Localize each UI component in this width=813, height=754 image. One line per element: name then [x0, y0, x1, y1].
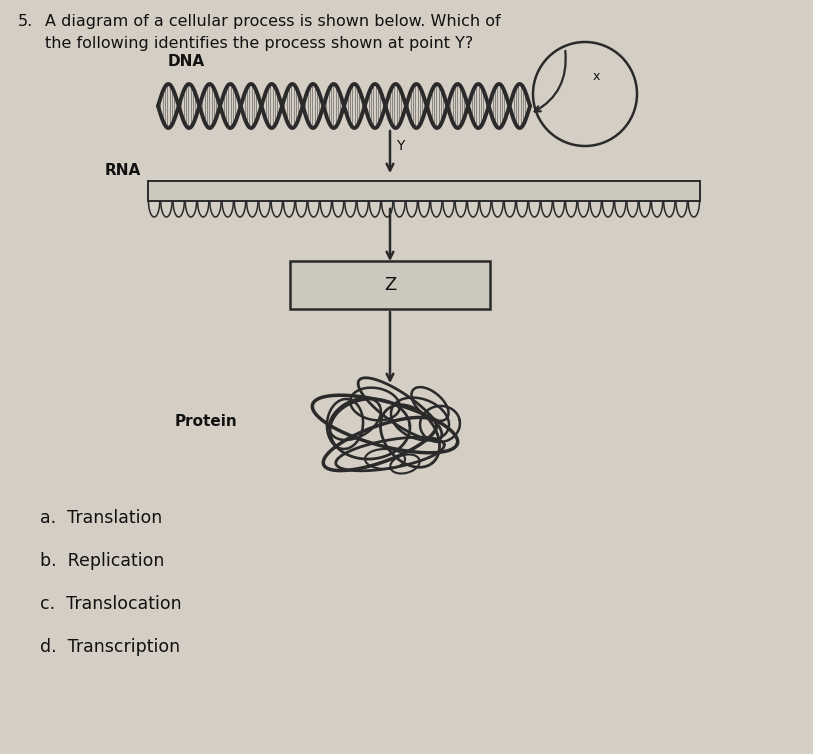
Text: Protein: Protein: [175, 415, 237, 430]
Bar: [148, 181, 700, 201]
Text: b.  Replication: b. Replication: [40, 552, 164, 570]
Text: Z: Z: [384, 276, 396, 294]
Text: RNA: RNA: [105, 163, 141, 178]
Text: x: x: [593, 69, 600, 82]
Text: d.  Transcription: d. Transcription: [40, 638, 180, 656]
Text: DNA: DNA: [168, 54, 205, 69]
Text: the following identifies the process shown at point Y?: the following identifies the process sho…: [45, 36, 473, 51]
Bar: [290, 261, 490, 309]
Text: A diagram of a cellular process is shown below. Which of: A diagram of a cellular process is shown…: [45, 14, 501, 29]
Text: c.  Translocation: c. Translocation: [40, 595, 181, 613]
Text: 5.: 5.: [18, 14, 33, 29]
Text: a.  Translation: a. Translation: [40, 509, 163, 527]
Text: Y: Y: [396, 139, 404, 153]
